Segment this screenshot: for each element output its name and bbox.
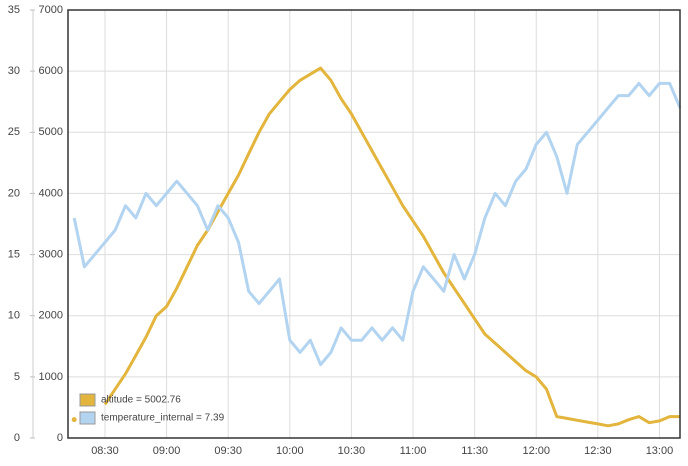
y2-tick-label: 2000: [39, 310, 63, 322]
x-tick-label: 10:30: [338, 445, 366, 457]
y2-tick-label: 5000: [39, 126, 63, 138]
x-tick-label: 12:30: [584, 445, 612, 457]
plot-frame: [67, 9, 681, 439]
legend-swatch: [79, 411, 96, 425]
y2-tick-label: 6000: [39, 65, 63, 77]
y-tick-label: 25: [8, 126, 20, 138]
y-tick-label: 15: [8, 248, 20, 260]
series-line: [72, 81, 682, 367]
y2-tick-label: 7000: [39, 4, 63, 16]
series-line: [103, 66, 680, 428]
y2-tick-label: 3000: [39, 248, 63, 260]
y-tick-label: 5: [14, 371, 20, 383]
x-tick-label: 08:30: [91, 445, 119, 457]
x-tick-label: 10:00: [276, 445, 304, 457]
y-tick-label: 35: [8, 4, 20, 16]
legend-label: altitude = 5002.76: [101, 395, 181, 406]
y2-tick-label: 4000: [39, 187, 63, 199]
y-tick-label: 30: [8, 65, 20, 77]
y-tick-label: 10: [8, 310, 20, 322]
legend-label: temperature_internal = 7.39: [101, 413, 225, 424]
x-tick-label: 13:00: [646, 445, 674, 457]
series-point: [71, 417, 77, 423]
x-tick-label: 12:00: [522, 445, 550, 457]
x-tick-label: 11:30: [461, 445, 488, 457]
legend-swatch: [79, 393, 96, 407]
y-tick-label: 20: [8, 187, 20, 199]
y2-tick-label: 0: [57, 432, 63, 444]
y2-tick-label: 1000: [39, 371, 63, 383]
x-tick-label: 11:00: [400, 445, 427, 457]
x-tick-label: 09:30: [214, 445, 242, 457]
y-tick-label: 0: [14, 432, 20, 444]
x-tick-label: 09:00: [153, 445, 181, 457]
